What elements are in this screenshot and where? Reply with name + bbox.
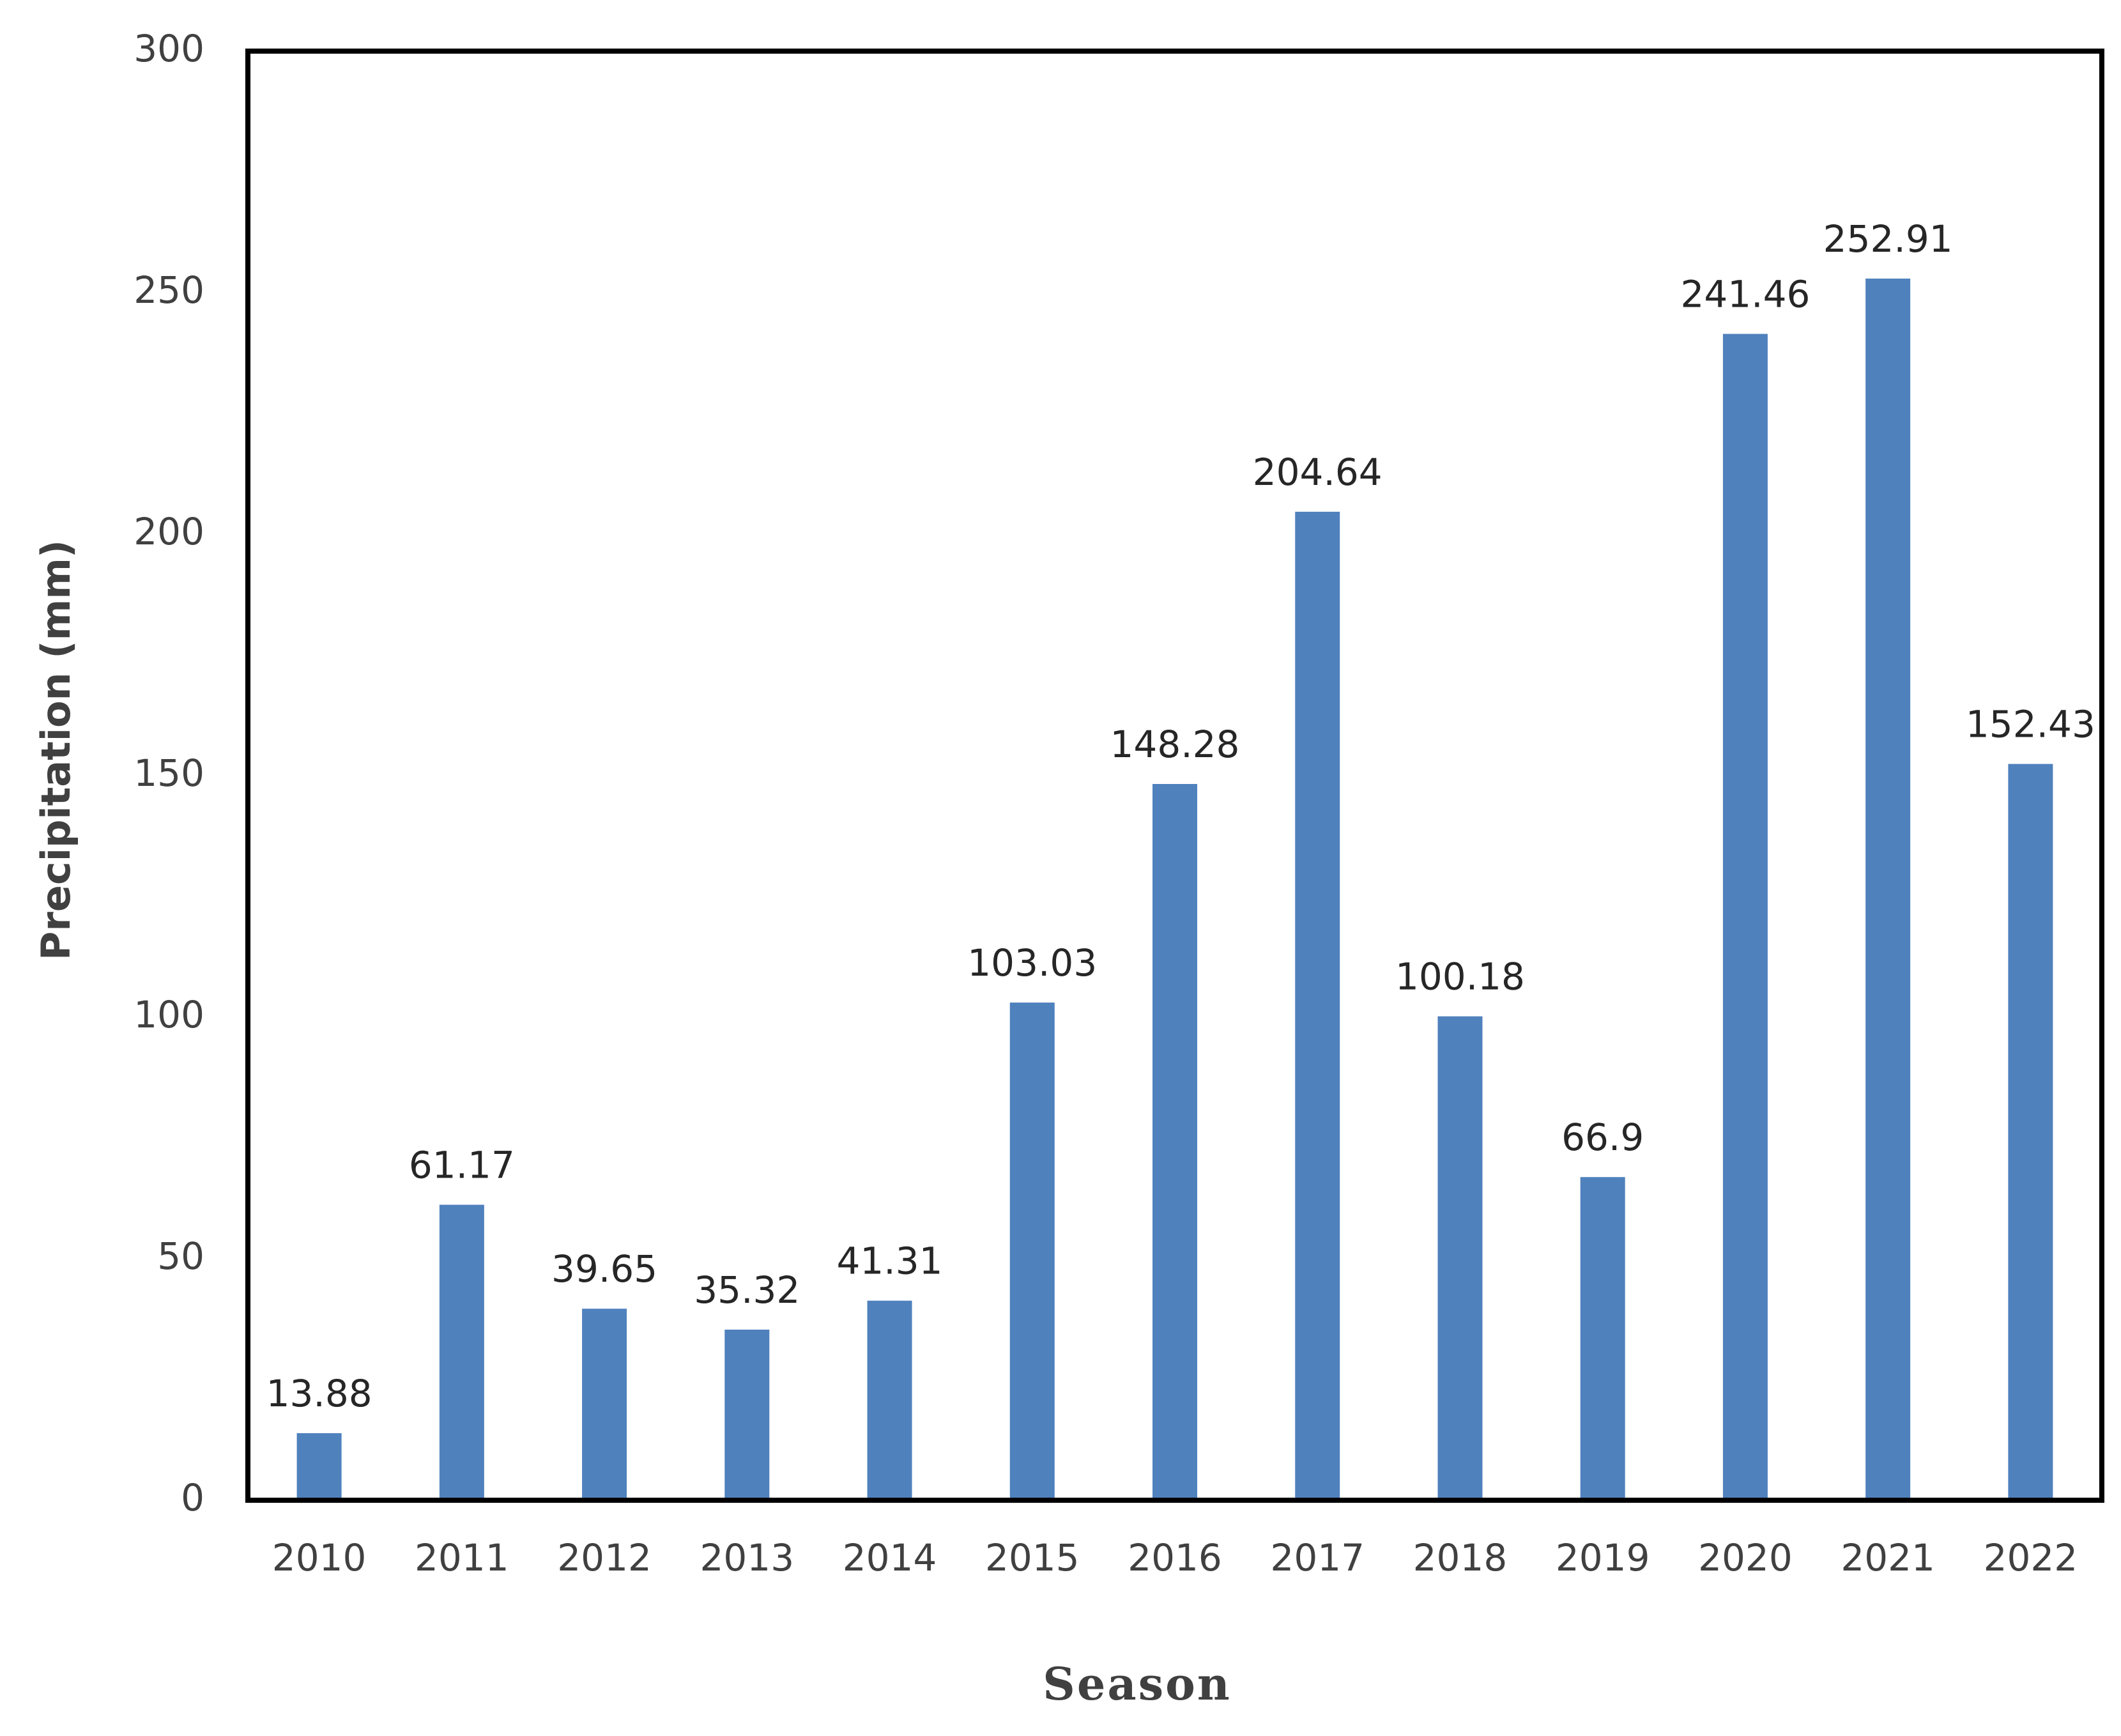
bar-2014 bbox=[867, 1300, 912, 1500]
bar-2020 bbox=[1722, 334, 1768, 1500]
bar-2019 bbox=[1580, 1177, 1625, 1500]
x-tick-label-2012: 2012 bbox=[557, 1536, 652, 1579]
bar-2013 bbox=[724, 1329, 770, 1500]
data-label-2012: 39.65 bbox=[551, 1247, 657, 1291]
x-tick-label-2013: 2013 bbox=[700, 1536, 795, 1579]
y-axis-title: Precipitation (mm) bbox=[33, 540, 79, 960]
data-label-2014: 41.31 bbox=[837, 1240, 943, 1283]
y-tick-label-300: 300 bbox=[134, 27, 204, 70]
data-label-2011: 61.17 bbox=[409, 1144, 515, 1187]
plot-area-frame bbox=[245, 49, 2104, 1503]
data-label-2018: 100.18 bbox=[1395, 955, 1525, 999]
data-label-2017: 204.64 bbox=[1253, 450, 1382, 494]
bars-group bbox=[296, 279, 2053, 1501]
x-axis-ticks: 2010 2011 2012 2013 2014 2015 2016 2017 2018 2019… bbox=[272, 1536, 2078, 1579]
y-tick-label-0: 0 bbox=[181, 1476, 204, 1519]
data-label-2019: 66.9 bbox=[1561, 1116, 1644, 1159]
x-tick-label-2018: 2018 bbox=[1413, 1536, 1508, 1579]
y-tick-label-50: 50 bbox=[157, 1234, 204, 1278]
bar-2015 bbox=[1009, 1002, 1055, 1500]
data-label-2010: 13.88 bbox=[266, 1372, 372, 1415]
x-tick-label-2015: 2015 bbox=[985, 1536, 1080, 1579]
x-tick-label-2014: 2014 bbox=[843, 1536, 937, 1579]
y-tick-label-200: 200 bbox=[134, 510, 204, 553]
y-axis-ticks: 0 50 100 150 200 250 300 bbox=[134, 27, 204, 1519]
x-tick-label-2010: 2010 bbox=[272, 1536, 367, 1579]
bar-2010 bbox=[296, 1433, 342, 1500]
y-tick-label-100: 100 bbox=[134, 993, 204, 1036]
x-tick-label-2017: 2017 bbox=[1270, 1536, 1365, 1579]
bar-2012 bbox=[582, 1309, 627, 1500]
x-tick-label-2016: 2016 bbox=[1128, 1536, 1222, 1579]
bar-2022 bbox=[2008, 764, 2053, 1500]
data-label-2021: 252.91 bbox=[1823, 217, 1953, 261]
x-axis-title: Season bbox=[1043, 1657, 1231, 1710]
data-label-2015: 103.03 bbox=[967, 941, 1097, 985]
bar-2018 bbox=[1437, 1016, 1483, 1500]
x-tick-label-2011: 2011 bbox=[415, 1536, 509, 1579]
data-label-2013: 35.32 bbox=[694, 1268, 800, 1312]
bar-2021 bbox=[1865, 279, 1911, 1501]
data-label-2020: 241.46 bbox=[1680, 273, 1810, 316]
x-tick-label-2019: 2019 bbox=[1556, 1536, 1650, 1579]
data-label-2022: 152.43 bbox=[1966, 703, 2095, 746]
y-tick-label-150: 150 bbox=[134, 751, 204, 795]
x-tick-label-2020: 2020 bbox=[1698, 1536, 1793, 1579]
bar-2017 bbox=[1295, 511, 1340, 1500]
bar-2011 bbox=[439, 1204, 484, 1500]
data-labels-group: 13.88 61.17 39.65 35.32 41.31 103.03 148.28 204… bbox=[266, 217, 2095, 1415]
bar-2016 bbox=[1152, 784, 1197, 1500]
data-label-2016: 148.28 bbox=[1110, 723, 1240, 766]
x-tick-label-2022: 2022 bbox=[1984, 1536, 2078, 1579]
x-tick-label-2021: 2021 bbox=[1841, 1536, 1935, 1579]
y-tick-label-250: 250 bbox=[134, 268, 204, 312]
